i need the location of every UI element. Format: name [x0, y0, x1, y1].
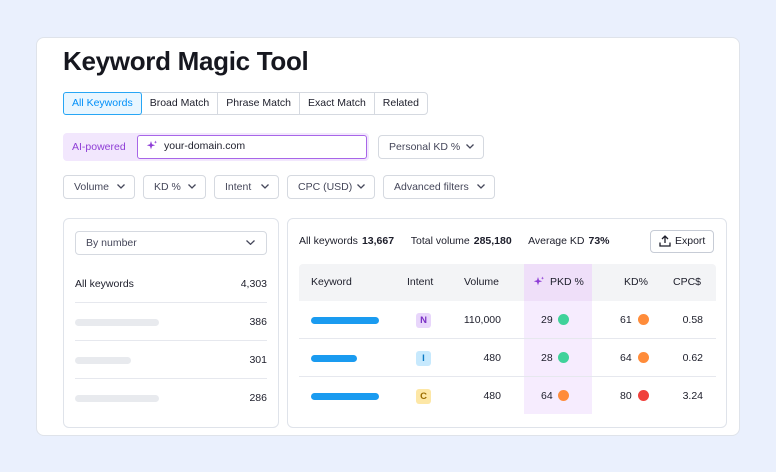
- kd-cell: 61: [620, 314, 632, 326]
- pkd-cell: 29: [541, 314, 553, 326]
- placeholder-bar: [75, 357, 131, 364]
- chevron-down-icon: [246, 240, 255, 245]
- pkd-column-highlight: [524, 264, 592, 301]
- chevron-down-icon: [357, 184, 365, 189]
- advanced-filters[interactable]: Advanced filters: [383, 175, 495, 199]
- volume-filter-label: Volume: [74, 181, 110, 193]
- kd-dot: [638, 390, 649, 401]
- keyword-bar[interactable]: [311, 317, 379, 324]
- group-count: 286: [249, 392, 267, 404]
- pkd-dot: [558, 352, 569, 363]
- match-type-tabs: All Keywords Broad Match Phrase Match Ex…: [63, 92, 428, 115]
- all-keywords-label: All keywords: [299, 235, 358, 247]
- chevron-down-icon: [261, 184, 269, 189]
- advanced-filters-label: Advanced filters: [394, 181, 469, 193]
- pkd-cell: 64: [541, 390, 553, 402]
- group-row-all-keywords[interactable]: All keywords 4,303: [75, 265, 267, 303]
- placeholder-bar: [75, 395, 159, 402]
- cpc-cell: 0.62: [682, 352, 703, 364]
- chevron-down-icon: [477, 184, 485, 189]
- total-volume-value: 285,180: [473, 235, 512, 247]
- ai-powered-label: AI-powered: [72, 141, 126, 153]
- sparkle-icon: [533, 276, 545, 286]
- export-button[interactable]: Export: [650, 230, 714, 253]
- sparkle-icon: [146, 140, 158, 150]
- keywords-table-panel: All keywords 13,667 Total volume 285,180 A…: [287, 218, 727, 428]
- cpc-cell: 3.24: [682, 390, 703, 402]
- summary-stats: All keywords 13,667 Total volume 285,180 A…: [299, 235, 624, 247]
- ai-powered-box: AI-powered your-domain.com: [63, 133, 369, 161]
- tab-phrase-match[interactable]: Phrase Match: [218, 93, 301, 114]
- tab-exact-match[interactable]: Exact Match: [300, 93, 375, 114]
- group-row[interactable]: 286: [75, 379, 267, 417]
- tab-broad-match[interactable]: Broad Match: [142, 93, 219, 114]
- col-pkd[interactable]: PKD %: [550, 276, 584, 288]
- keyword-bar[interactable]: [311, 355, 357, 362]
- personal-kd-dropdown[interactable]: Personal KD %: [378, 135, 484, 159]
- intent-filter-label: Intent: [225, 181, 252, 193]
- intent-badge: N: [416, 313, 431, 328]
- group-row[interactable]: 301: [75, 341, 267, 379]
- domain-input[interactable]: your-domain.com: [137, 135, 367, 159]
- intent-badge: I: [416, 351, 431, 366]
- kd-filter[interactable]: KD %: [143, 175, 206, 199]
- tab-all-keywords[interactable]: All Keywords: [63, 92, 142, 115]
- sort-dropdown-label: By number: [86, 237, 137, 249]
- kd-cell: 64: [620, 352, 632, 364]
- col-keyword[interactable]: Keyword: [311, 276, 352, 288]
- volume-cell: 480: [483, 352, 501, 364]
- chevron-down-icon: [466, 144, 474, 149]
- group-count: 386: [249, 316, 267, 328]
- pkd-cell: 28: [541, 352, 553, 364]
- col-kd[interactable]: KD%: [624, 276, 648, 288]
- page-title: Keyword Magic Tool: [63, 46, 309, 76]
- volume-cell: 110,000: [463, 314, 501, 326]
- table-body: N 110,000 29 61 0.58 I 480 28 64 0.62 C …: [299, 301, 716, 415]
- average-kd-label: Average KD: [528, 235, 585, 247]
- personal-kd-label: Personal KD %: [389, 141, 461, 153]
- kd-dot: [638, 352, 649, 363]
- table-row[interactable]: I 480 28 64 0.62: [299, 339, 716, 377]
- sort-dropdown[interactable]: By number: [75, 231, 267, 255]
- pkd-dot: [558, 390, 569, 401]
- average-kd-value: 73%: [588, 235, 610, 247]
- domain-input-value: your-domain.com: [164, 140, 246, 152]
- placeholder-bar: [75, 319, 159, 326]
- col-cpc[interactable]: CPC$: [673, 276, 702, 288]
- volume-cell: 480: [483, 390, 501, 402]
- chevron-down-icon: [188, 184, 196, 189]
- keyword-groups-panel: By number All keywords 4,303 386 301 286: [63, 218, 279, 428]
- tab-related[interactable]: Related: [382, 97, 419, 109]
- cpc-filter[interactable]: CPC (USD): [287, 175, 375, 199]
- kd-cell: 80: [620, 390, 632, 402]
- col-intent[interactable]: Intent: [407, 276, 434, 288]
- export-label: Export: [675, 235, 706, 247]
- cpc-filter-label: CPC (USD): [298, 181, 353, 193]
- table-rows: N 110,000 29 61 0.58 I 480 28 64 0.62 C …: [299, 301, 716, 415]
- intent-filter[interactable]: Intent: [214, 175, 279, 199]
- volume-filter[interactable]: Volume: [63, 175, 135, 199]
- kd-filter-label: KD %: [154, 181, 181, 193]
- table-row[interactable]: C 480 64 80 3.24: [299, 377, 716, 415]
- chevron-down-icon: [117, 184, 125, 189]
- table-row[interactable]: N 110,000 29 61 0.58: [299, 301, 716, 339]
- pkd-dot: [558, 314, 569, 325]
- group-count: 4,303: [240, 278, 267, 290]
- export-icon: [659, 235, 671, 247]
- kd-dot: [638, 314, 649, 325]
- intent-badge: C: [416, 389, 431, 404]
- group-count: 301: [249, 354, 267, 366]
- cpc-cell: 0.58: [682, 314, 703, 326]
- table-header: Keyword Intent Volume PKD % KD% CPC$: [299, 264, 716, 301]
- all-keywords-value: 13,667: [361, 235, 395, 247]
- col-volume[interactable]: Volume: [464, 276, 500, 288]
- keywords-table: Keyword Intent Volume PKD % KD% CPC$ N 1…: [299, 264, 716, 415]
- main-card: Keyword Magic Tool All Keywords Broad Ma…: [36, 37, 740, 436]
- total-volume-label: Total volume: [410, 235, 470, 247]
- keyword-bar[interactable]: [311, 393, 379, 400]
- group-label: All keywords: [75, 278, 134, 290]
- group-row[interactable]: 386: [75, 303, 267, 341]
